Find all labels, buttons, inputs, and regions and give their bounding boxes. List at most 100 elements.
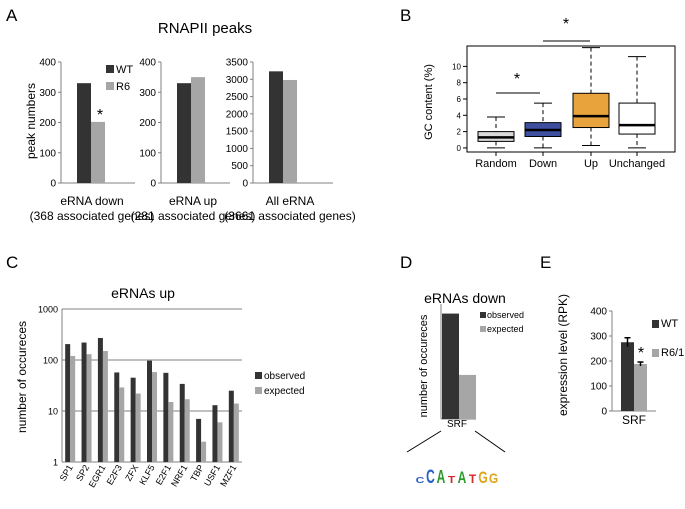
panel-a-plot: 0 100 200 300 400 0 100 200 300 400 0 500 1000 1500 20… [39,58,333,190]
panel-e-bar [634,364,647,411]
panel-c-bar [70,355,76,462]
panel-label-a: A [6,6,18,25]
panel-c-bar [81,342,87,462]
panel-b-xtick-label: Random [475,158,517,170]
panel-a-ytick-label: 2000 [226,109,249,120]
panel-c-bar [233,403,239,462]
panel-c-bar [65,344,71,462]
panel-d-callout-line [474,430,506,453]
panel-c-bar [163,372,169,462]
panel-c-xtick-label: SP1 [58,463,75,483]
panel-e-plot: 0 100 200 300 400 [590,307,659,418]
panel-label-e: E [540,253,551,272]
panel-e-ytick-label: 100 [590,382,607,393]
panel-d-bar [459,374,476,419]
panel-b-ytick-label: 0 [457,144,462,153]
panel-c-bar [201,441,207,462]
panel-c-title: eRNAs up [111,285,175,301]
panel-c-xtick-label: MZF1 [218,463,238,488]
panel-b-ytick-label: 4 [457,111,462,120]
panel-a-xlabel-1: eRNA down [60,194,123,208]
panel-d-legend-observed: observed [487,310,524,320]
panel-a-ytick-label: 200 [139,118,156,129]
panel-b-significance-1: * [514,71,520,88]
panel-b-ytick-label: 8 [457,79,462,88]
panel-a-ylabel: peak numbers [24,83,38,159]
panel-a-bar [191,77,205,183]
panel-a-legend-r6: R6 [116,81,130,93]
panel-a-legend-swatch-wt [106,65,114,73]
panel-a-bar [283,79,297,183]
panel-d-callout-line [406,430,442,453]
panel-c-xtick-label: NRF1 [169,463,189,488]
panel-a-ytick-label: 2500 [226,92,249,103]
panel-c-xtick-label: EGR1 [87,463,108,489]
panel-c-ytick-label: 1 [53,458,58,468]
panel-label-d: D [400,253,412,272]
panel-d-bar [442,313,459,419]
panel-a-ytick-label: 100 [39,148,56,159]
panel-a-xlabel-1-sub: (368 associated genes) [30,209,155,223]
panel-a-ytick-label: 300 [39,88,56,99]
panel-d-legend-swatch-expected [480,326,486,332]
panel-label-b: B [400,6,411,25]
panel-d-legend-swatch-observed [480,312,486,318]
panel-c-xtick-label: KLF5 [137,463,156,487]
panel-a-ytick-label: 1500 [226,127,249,138]
panel-d-motif-letter: A [458,469,467,487]
panel-label-c: C [6,253,18,272]
panel-e-ytick-label: 0 [601,407,607,418]
panel-c-ytick-label: 1000 [38,305,58,315]
panel-a-ytick-label: 1000 [226,144,249,155]
panel-c-legend-expected: expected [264,386,305,397]
panel-c-bar [196,418,202,462]
panel-c-ytick-label: 10 [48,407,58,417]
panel-b-plot: 0 2 4 6 8 10 Random Down Up Unchanged [452,40,676,170]
panel-b-ytick-label: 6 [457,95,462,104]
panel-d-ylabel: number of occureces [418,314,430,417]
panel-d-motif-letter: T [469,473,477,486]
panel-b-xtick-label: Unchanged [609,158,665,170]
panel-c-bar [228,390,234,462]
panel-a-significance: * [97,107,103,124]
panel-a-ytick-label: 0 [50,179,56,190]
panel-c-bar [135,393,141,462]
panel-b-box [618,102,656,135]
panel-d-motif-letter: G [489,470,498,486]
panel-c-legend-swatch-observed [255,372,262,379]
panel-d-motif-letter: G [478,469,487,487]
panel-a-bar [77,83,91,183]
panel-b-ylabel: GC content (%) [423,64,435,140]
panel-c-bar [97,338,103,462]
panel-c-bar [168,402,174,462]
panel-d-motif-letter: C [416,476,425,485]
panel-c-bar [102,351,108,462]
panel-c-xtick-label: E2F3 [105,463,124,487]
panel-a-title: RNAPII peaks [158,20,252,37]
panel-a-xlabel-3-sub: (3661 associated genes) [224,209,355,223]
panel-e-legend-swatch-r6 [652,349,659,357]
panel-a-ytick-label: 500 [231,161,248,172]
panel-d-motif-letter: A [437,468,446,488]
panel-e-ytick-label: 400 [590,307,607,318]
panel-e-significance: * [638,345,644,362]
panel-c-ylabel: number of occureces [15,321,29,433]
panel-c-bar [114,372,120,462]
panel-b-ytick-label: 10 [452,62,461,71]
panel-a-bar [177,83,191,183]
panel-a-ytick-label: 0 [242,179,248,190]
panel-c-bar [130,377,136,462]
panel-c-ytick-label: 100 [43,356,58,366]
panel-c-bar [147,360,152,462]
panel-a-ytick-label: 300 [139,88,156,99]
panel-d-legend-expected: expected [487,324,524,334]
panel-c-legend-swatch-expected [255,387,262,394]
panel-a-xlabel-2-sub: (281 associated genes) [131,209,256,223]
panel-d-category: SRF [447,419,467,430]
panel-a-legend-wt: WT [116,64,133,76]
panel-e-ylabel: expression level (RPK) [556,294,570,416]
panel-a-ytick-label: 3500 [226,58,249,69]
panel-b-xtick-label: Up [584,158,598,170]
